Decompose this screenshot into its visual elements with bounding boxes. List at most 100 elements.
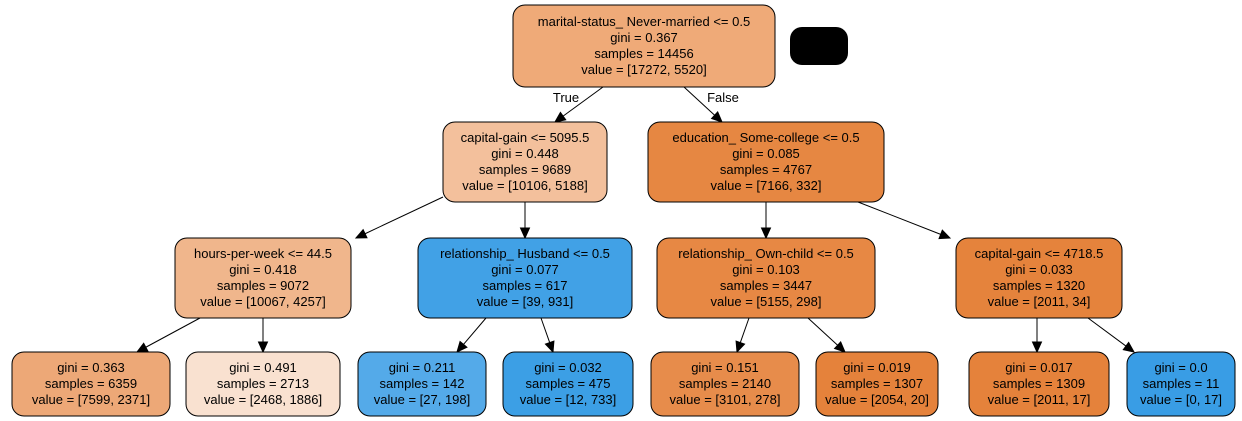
node-text-line: gini = 0.211 — [389, 360, 456, 375]
edge-line — [857, 201, 941, 235]
node-text-line: samples = 2140 — [679, 376, 771, 391]
redacted-block — [790, 27, 848, 65]
arrowhead-icon — [735, 340, 746, 354]
edges-layer: True False — [135, 86, 1135, 354]
node-text-line: samples = 14456 — [594, 46, 693, 61]
edge-n6-n14 — [1087, 317, 1135, 353]
edge-n2-n5 — [760, 202, 772, 240]
node-text-line: capital-gain <= 5095.5 — [461, 130, 590, 145]
node-box — [650, 351, 800, 417]
node-text-line: samples = 475 — [526, 376, 611, 391]
arrowhead-icon — [544, 340, 555, 354]
arrowhead-icon — [354, 228, 368, 239]
node-text-line: value = [10106, 5188] — [462, 178, 587, 193]
node-text-line: gini = 0.363 — [57, 360, 125, 375]
node-text-line: gini = 0.367 — [610, 30, 678, 45]
edge-label-true: True — [553, 90, 579, 105]
edge-line — [683, 86, 715, 116]
node-text-line: value = [2011, 34] — [988, 294, 1091, 309]
node-text-line: gini = 0.103 — [732, 262, 800, 277]
edge-n3-n8 — [257, 318, 269, 354]
node-text-line: samples = 6359 — [45, 376, 137, 391]
arrowhead-icon — [710, 111, 723, 123]
node-text-line: value = [5155, 298] — [711, 294, 822, 309]
edge-line — [1087, 317, 1127, 347]
node-text-line: value = [2054, 20] — [825, 392, 929, 407]
edge-line — [739, 317, 750, 343]
node-text-line: gini = 0.491 — [229, 360, 297, 375]
node-text-line: value = [27, 198] — [374, 392, 471, 407]
node-box — [357, 351, 487, 417]
edge-line — [807, 317, 838, 346]
node-box — [417, 237, 633, 319]
edge-label-false: False — [707, 90, 739, 105]
node-box — [185, 351, 341, 417]
arrowhead-icon — [456, 340, 468, 353]
node-text-line: gini = 0.085 — [732, 146, 800, 161]
node-box — [512, 4, 776, 88]
node-text-line: samples = 1307 — [831, 376, 923, 391]
node-text-line: gini = 0.017 — [1005, 360, 1073, 375]
edge-n0-n2: False — [683, 86, 739, 123]
node-text-line: gini = 0.077 — [491, 262, 559, 277]
edge-n4-n10 — [540, 317, 555, 354]
node-text-line: value = [2011, 17] — [988, 392, 1091, 407]
node-text-line: value = [3101, 278] — [670, 392, 781, 407]
node-text-line: samples = 11 — [1143, 376, 1220, 391]
node-text-line: relationship_ Own-child <= 0.5 — [678, 246, 854, 261]
node-box — [11, 351, 171, 417]
node-text-line: gini = 0.418 — [229, 262, 297, 277]
edge-n1-n3 — [354, 196, 444, 239]
node-text-line: gini = 0.033 — [1005, 262, 1073, 277]
tree-node-n0: marital-status_ Never-married <= 0.5gini… — [512, 4, 776, 88]
node-text-line: value = [7166, 332] — [711, 178, 822, 193]
node-text-line: gini = 0.032 — [534, 360, 602, 375]
node-text-line: value = [17272, 5520] — [581, 62, 706, 77]
edge-line — [145, 317, 201, 348]
node-text-line: value = [2468, 1886] — [204, 392, 322, 407]
edge-n3-n7 — [135, 317, 201, 353]
node-box — [815, 351, 939, 417]
node-text-line: value = [0, 17] — [1140, 392, 1222, 407]
arrowhead-icon — [1122, 341, 1135, 353]
node-text-line: value = [10067, 4257] — [200, 294, 325, 309]
node-text-line: gini = 0.448 — [491, 146, 559, 161]
arrowhead-icon — [554, 111, 567, 123]
node-box — [656, 237, 876, 319]
node-text-line: marital-status_ Never-married <= 0.5 — [538, 14, 750, 29]
edge-n6-n13 — [1031, 318, 1043, 354]
node-box — [955, 237, 1123, 319]
arrowhead-icon — [519, 227, 531, 240]
edge-line — [562, 86, 604, 117]
node-text-line: value = [12, 733] — [520, 392, 617, 407]
node-box — [442, 121, 608, 203]
node-text-line: hours-per-week <= 44.5 — [194, 246, 332, 261]
edge-line — [364, 196, 444, 235]
node-box — [1126, 351, 1236, 417]
arrowhead-icon — [1031, 341, 1043, 354]
node-text-line: value = [39, 931] — [477, 294, 574, 309]
node-box — [968, 351, 1110, 417]
edge-n0-n1: True — [553, 86, 604, 123]
node-text-line: samples = 9689 — [479, 162, 571, 177]
node-text-line: capital-gain <= 4718.5 — [975, 246, 1104, 261]
edge-line — [540, 317, 551, 343]
edge-n4-n9 — [456, 317, 487, 353]
edge-n5-n11 — [735, 317, 750, 354]
arrowhead-icon — [760, 227, 772, 240]
